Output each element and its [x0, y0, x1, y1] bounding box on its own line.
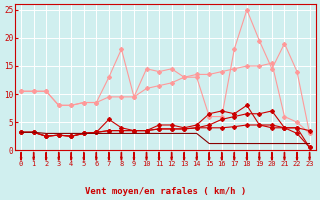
X-axis label: Vent moyen/en rafales ( km/h ): Vent moyen/en rafales ( km/h )	[85, 187, 246, 196]
